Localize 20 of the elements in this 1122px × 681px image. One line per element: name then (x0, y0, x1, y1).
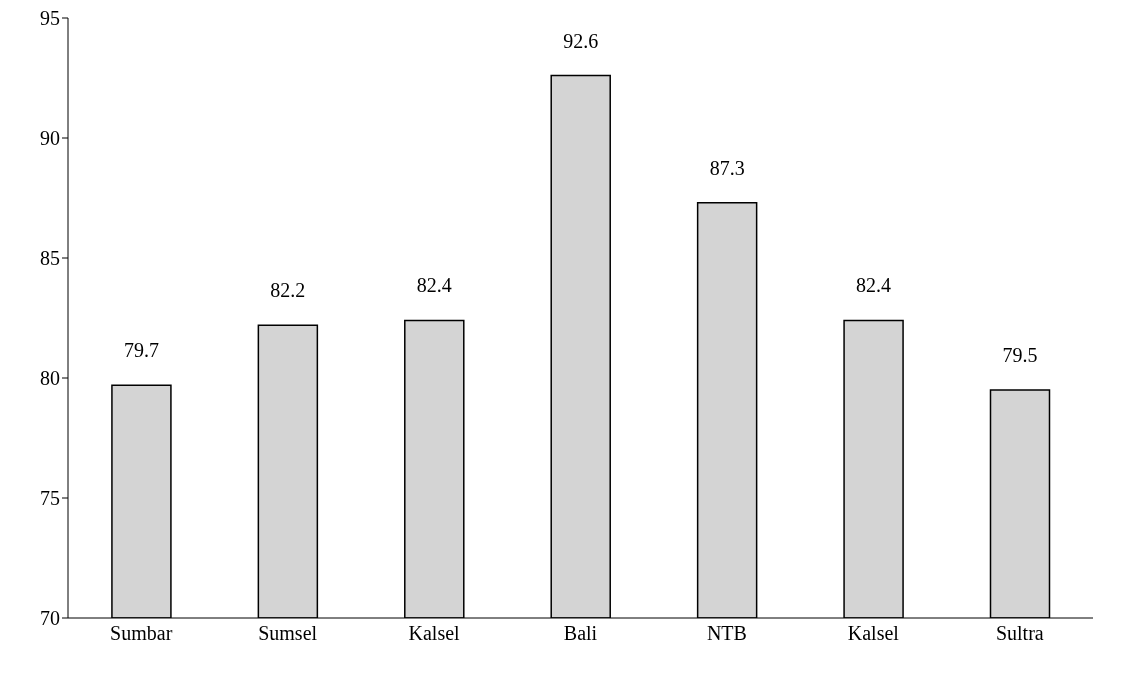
data-label: 82.4 (856, 274, 892, 297)
x-tick-label: Sumbar (110, 622, 173, 645)
data-label: 82.4 (416, 274, 452, 297)
y-tick-label: 75 (40, 487, 60, 510)
y-tick-label: 85 (40, 247, 60, 270)
x-tick-label: Sultra (995, 622, 1044, 645)
x-tick-label: Kalsel (847, 622, 900, 645)
y-tick-label: 95 (40, 7, 60, 30)
data-label: 82.2 (270, 279, 306, 302)
data-label: 92.6 (563, 29, 599, 52)
x-tick-label: Sumsel (258, 622, 318, 645)
data-label: 79.5 (1002, 344, 1038, 366)
y-tick-label: 80 (40, 367, 60, 390)
x-tick-label: Kalsel (408, 622, 461, 645)
x-tick-label: Bali (563, 622, 598, 645)
data-label: 87.3 (709, 156, 745, 179)
y-tick-label: 70 (40, 607, 60, 630)
x-tick-label: NTB (706, 622, 747, 645)
y-tick-label: 90 (40, 127, 60, 150)
data-label: 79.7 (123, 339, 159, 362)
